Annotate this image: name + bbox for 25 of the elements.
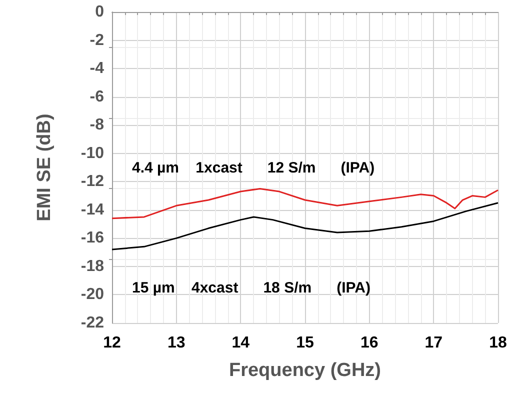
x-tick-label: 15 (296, 334, 314, 352)
x-tick-label: 17 (424, 334, 443, 352)
y-tick-label: -22 (80, 314, 104, 332)
y-tick-label: -10 (80, 144, 104, 162)
x-tick-label: 13 (167, 334, 186, 352)
annotation: 15 µm 4xcast 18 S/m (IPA) (132, 280, 370, 296)
x-tick-label: 14 (232, 334, 250, 352)
y-tick-label: -4 (90, 60, 104, 78)
y-tick-label: -16 (80, 230, 104, 247)
x-tick-label: 12 (103, 334, 121, 352)
y-tick-label: -2 (90, 32, 104, 49)
y-tick-label: -14 (80, 201, 104, 218)
line-series (111, 188, 499, 220)
x-tick-label: 18 (489, 334, 507, 352)
x-tick-label: 16 (360, 334, 378, 352)
y-tick-label: -20 (80, 286, 104, 304)
x-axis-title: Frequency (GHz) (228, 360, 382, 381)
y-tick-label: 0 (95, 4, 104, 20)
y-tick-label: -12 (80, 173, 104, 190)
y-tick-label: -8 (90, 116, 104, 134)
annotation: 4.4 µm 1xcast 12 S/m (IPA) (132, 160, 375, 176)
y-axis-title: EMI SE (dB) (34, 114, 55, 222)
line-series (111, 202, 499, 250)
y-tick-label: -6 (90, 88, 104, 106)
y-tick-label: -18 (80, 258, 104, 275)
